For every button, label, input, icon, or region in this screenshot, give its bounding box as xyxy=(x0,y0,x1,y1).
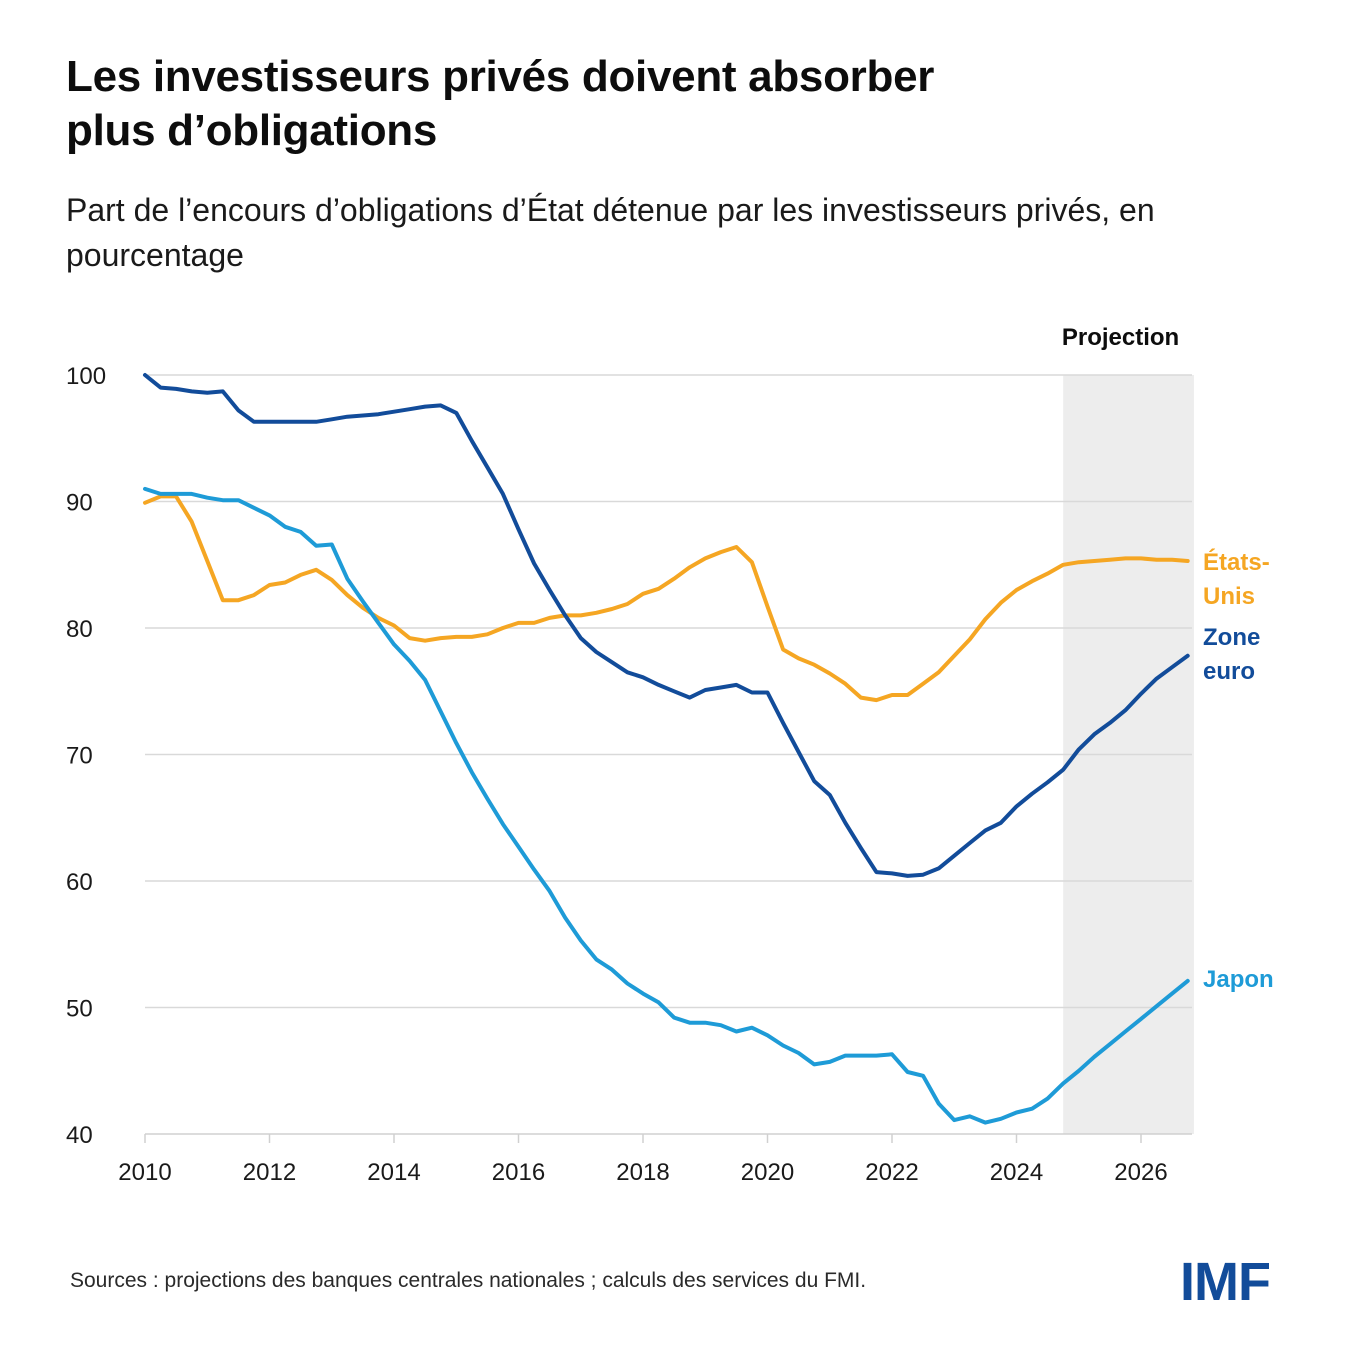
x-tick-label-2010: 2010 xyxy=(118,1159,171,1186)
series-label-line: Zone xyxy=(1203,624,1260,651)
series-line-etats-unis xyxy=(143,494,1190,703)
y-tick-label-40: 40 xyxy=(66,1122,93,1149)
y-tick-label-80: 80 xyxy=(66,616,93,643)
y-tick-label-50: 50 xyxy=(66,996,93,1023)
projection-label: Projection xyxy=(1062,324,1179,351)
y-tick-label-70: 70 xyxy=(66,743,93,770)
series-line-zone-euro xyxy=(143,373,1190,878)
imf-logo: IMF xyxy=(1180,1252,1271,1312)
series-lines xyxy=(143,373,1190,1125)
y-tick-label-100: 100 xyxy=(66,363,106,390)
x-tick-label-2024: 2024 xyxy=(990,1159,1043,1186)
sources-note: Sources : projections des banques centra… xyxy=(70,1269,867,1292)
y-tick-label-90: 90 xyxy=(66,490,93,517)
x-tick-label-2020: 2020 xyxy=(741,1159,794,1186)
x-tick-label-2026: 2026 xyxy=(1114,1159,1167,1186)
series-labels: États- Unis Zone euro Japon xyxy=(1203,548,1274,993)
projection-band-group: Projection xyxy=(1062,324,1194,1134)
x-tick-label-2018: 2018 xyxy=(616,1159,669,1186)
y-tick-label-60: 60 xyxy=(66,869,93,896)
series-label-line: euro xyxy=(1203,658,1255,685)
series-line-japon xyxy=(143,486,1190,1125)
series-label-etats-unis: États- Unis xyxy=(1203,548,1270,610)
x-tick-label-2012: 2012 xyxy=(243,1159,296,1186)
x-tick-label-2014: 2014 xyxy=(367,1159,420,1186)
x-tick-label-2022: 2022 xyxy=(865,1159,918,1186)
gridlines xyxy=(145,374,1192,1009)
x-tick-label-2016: 2016 xyxy=(492,1159,545,1186)
series-label-line: Japon xyxy=(1203,966,1274,993)
series-label-line: États- xyxy=(1203,548,1270,576)
series-label-line: Unis xyxy=(1203,583,1255,610)
series-label-zone-euro: Zone euro xyxy=(1203,624,1260,685)
series-label-japon: Japon xyxy=(1203,966,1274,993)
chart-title: Les investisseurs privés doivent absorbe… xyxy=(66,52,935,155)
chart-subtitle: Part de l’encours d’obligations d’État d… xyxy=(66,192,1155,273)
x-axis-tick-labels: 2010 2012 2014 2016 2018 2020 2022 2024 2026 xyxy=(118,1159,1167,1186)
x-axis xyxy=(144,1133,1192,1143)
y-axis-tick-labels: 40 50 60 70 80 90 100 xyxy=(66,363,106,1149)
